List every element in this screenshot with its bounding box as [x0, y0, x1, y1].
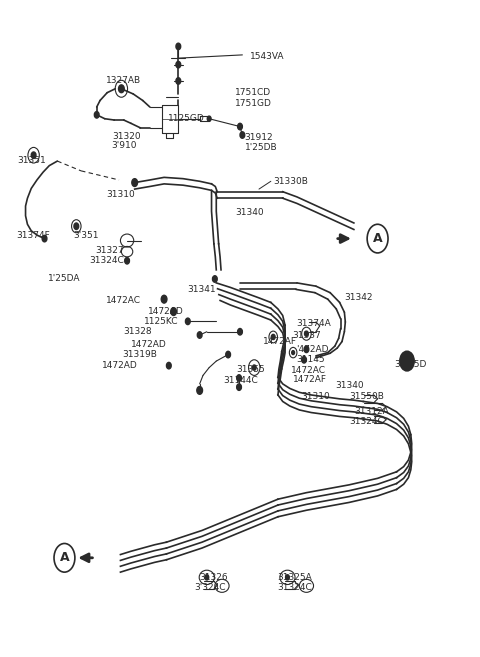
Text: 31342: 31342 — [344, 293, 373, 302]
Text: 3'324C: 3'324C — [194, 583, 226, 591]
Circle shape — [292, 351, 295, 355]
Text: 1751CD: 1751CD — [235, 88, 271, 97]
Circle shape — [237, 384, 241, 390]
Text: 31328: 31328 — [124, 327, 152, 336]
Text: 31144C: 31144C — [223, 376, 258, 385]
Circle shape — [42, 235, 47, 242]
Text: 1472AC: 1472AC — [106, 296, 141, 305]
Text: 31324C: 31324C — [90, 256, 124, 265]
Circle shape — [207, 116, 211, 122]
Circle shape — [226, 351, 230, 358]
Circle shape — [125, 258, 130, 264]
Circle shape — [304, 331, 308, 336]
Circle shape — [119, 85, 124, 93]
Text: 31374A: 31374A — [296, 319, 331, 328]
Text: 31341: 31341 — [187, 285, 216, 294]
Text: 31330B: 31330B — [273, 177, 308, 186]
Circle shape — [237, 374, 241, 381]
Circle shape — [74, 223, 79, 229]
Text: 31310: 31310 — [301, 392, 330, 401]
Circle shape — [161, 295, 167, 303]
Text: 3'351: 3'351 — [73, 231, 98, 240]
Text: 31355: 31355 — [237, 365, 265, 374]
Text: A: A — [373, 232, 383, 245]
Circle shape — [197, 386, 203, 394]
Text: '472AD: '472AD — [296, 345, 328, 354]
Text: 1'25DB: 1'25DB — [245, 143, 277, 152]
Text: 1472AF: 1472AF — [263, 337, 297, 346]
Text: 31912: 31912 — [245, 133, 274, 142]
Text: 1327AB: 1327AB — [106, 76, 141, 85]
Text: 31351: 31351 — [17, 156, 46, 165]
Circle shape — [213, 276, 217, 283]
Text: 31324C: 31324C — [277, 583, 312, 591]
Circle shape — [238, 328, 242, 335]
Circle shape — [400, 351, 414, 371]
Text: 31312A: 31312A — [354, 407, 389, 416]
Text: 1472AF: 1472AF — [293, 374, 327, 384]
Text: 31327: 31327 — [96, 246, 124, 255]
Text: 31326: 31326 — [200, 573, 228, 582]
Circle shape — [176, 43, 180, 50]
Text: 31325A: 31325A — [277, 573, 312, 582]
Circle shape — [286, 575, 289, 580]
Circle shape — [304, 346, 309, 353]
Text: 31337: 31337 — [292, 330, 321, 340]
Text: 1472AC: 1472AC — [291, 366, 326, 374]
Circle shape — [240, 132, 245, 138]
Text: 31550B: 31550B — [349, 392, 384, 401]
Text: 31340: 31340 — [235, 208, 264, 217]
Text: 3'355D: 3'355D — [394, 360, 427, 369]
Text: 1'25DA: 1'25DA — [48, 275, 80, 283]
Circle shape — [176, 61, 180, 68]
Text: 31340: 31340 — [335, 380, 363, 390]
Text: 31145: 31145 — [296, 355, 324, 364]
Circle shape — [185, 318, 190, 325]
Text: 1125GD: 1125GD — [168, 114, 204, 124]
Text: 31319B: 31319B — [122, 350, 157, 359]
Text: 1125KC: 1125KC — [144, 317, 179, 326]
Circle shape — [176, 78, 180, 84]
Circle shape — [238, 124, 242, 130]
Text: 1472AD: 1472AD — [102, 361, 138, 370]
Text: 1751GD: 1751GD — [235, 99, 272, 108]
Text: 1472AD: 1472AD — [131, 340, 167, 350]
Circle shape — [197, 332, 202, 338]
Circle shape — [205, 575, 209, 580]
Text: A: A — [60, 551, 69, 564]
Text: 1543VA: 1543VA — [250, 53, 284, 61]
Text: 31374F: 31374F — [16, 231, 50, 240]
Text: 1472AD: 1472AD — [147, 307, 183, 316]
Circle shape — [271, 334, 275, 340]
Circle shape — [301, 357, 306, 363]
Circle shape — [171, 307, 177, 315]
Text: 31320: 31320 — [112, 132, 141, 141]
Circle shape — [31, 152, 36, 158]
Text: 3'910: 3'910 — [111, 141, 136, 150]
Text: 31310: 31310 — [106, 190, 135, 199]
Text: 31324C: 31324C — [349, 417, 384, 426]
Circle shape — [132, 179, 137, 187]
Circle shape — [167, 363, 171, 369]
Circle shape — [252, 365, 256, 370]
Circle shape — [95, 112, 99, 118]
